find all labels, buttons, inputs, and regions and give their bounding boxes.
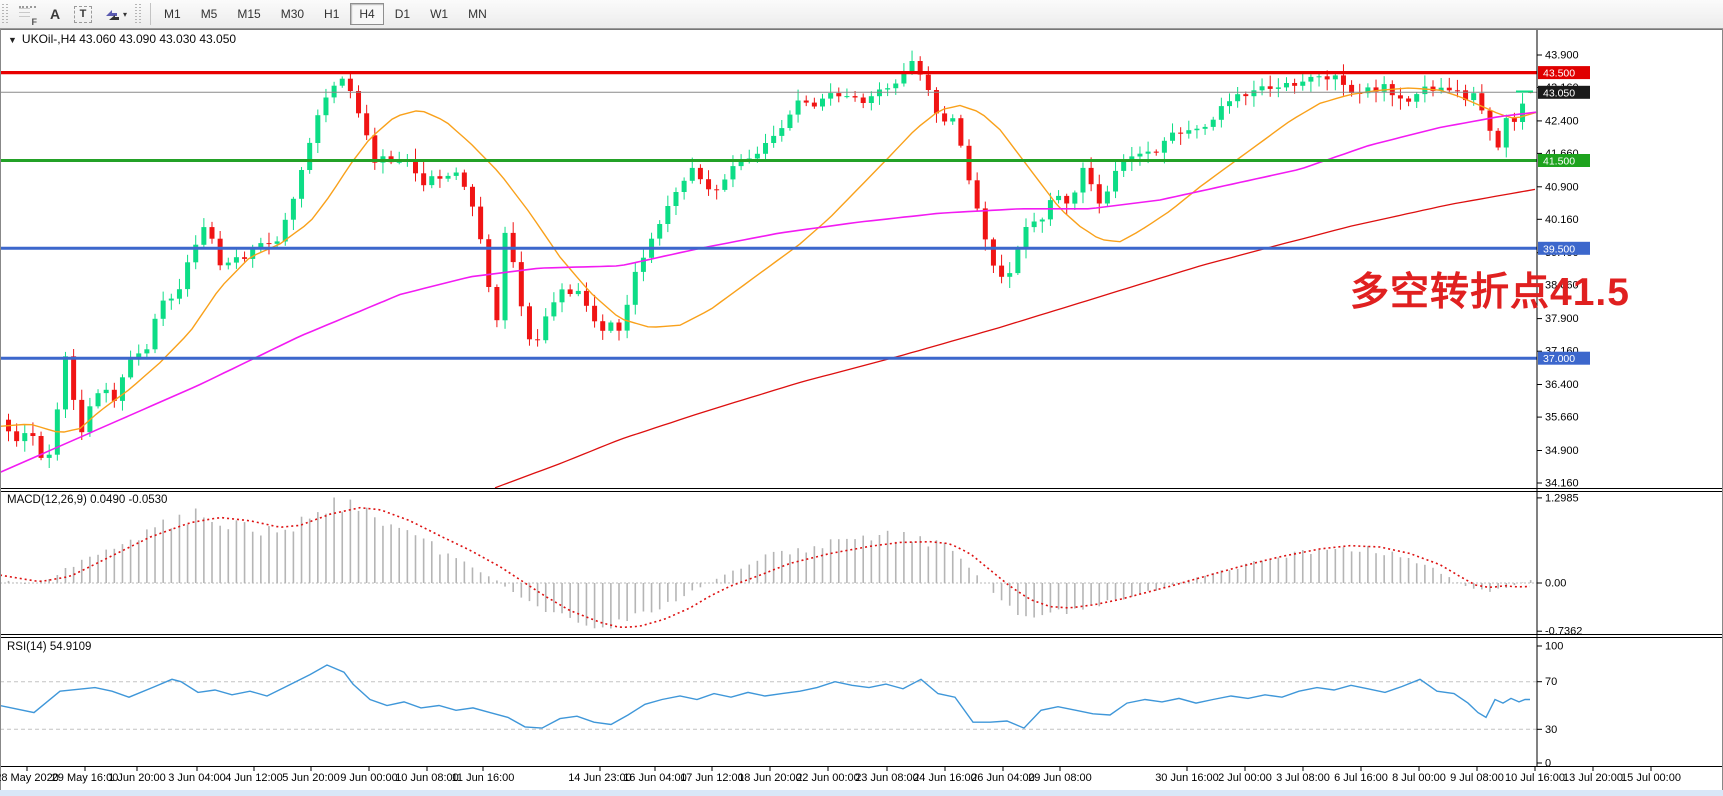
- svg-text:8 Jul 00:00: 8 Jul 00:00: [1392, 772, 1446, 784]
- timeframe-button-H1[interactable]: H1: [315, 3, 348, 25]
- svg-text:30: 30: [1545, 724, 1557, 736]
- text-label-button[interactable]: A: [42, 2, 68, 26]
- svg-text:1 Jun 20:00: 1 Jun 20:00: [108, 772, 166, 784]
- svg-text:26 Jun 04:00: 26 Jun 04:00: [971, 772, 1035, 784]
- text-box-button[interactable]: T: [68, 2, 98, 26]
- svg-text:35.660: 35.660: [1545, 412, 1579, 424]
- svg-text:17 Jun 12:00: 17 Jun 12:00: [680, 772, 744, 784]
- toolbar: F A T ▾ M1 M5 M15 M30 H1 H4 D1 W1 MN: [0, 0, 1723, 29]
- svg-text:37.000: 37.000: [1543, 353, 1575, 365]
- svg-text:9 Jun 00:00: 9 Jun 00:00: [340, 772, 398, 784]
- timeframe-button-M1[interactable]: M1: [155, 3, 190, 25]
- svg-text:0: 0: [1545, 758, 1551, 770]
- price-tag-41.500: 41.500: [1538, 154, 1590, 168]
- svg-text:29 Jun 08:00: 29 Jun 08:00: [1028, 772, 1092, 784]
- svg-text:1.2985: 1.2985: [1545, 492, 1579, 504]
- cursor-arrows-icon: [106, 10, 119, 20]
- macd-pane: [0, 497, 1537, 629]
- macd-signal-line: [0, 506, 1531, 629]
- chart-title: ▼ UKOil-,H4 43.060 43.090 43.030 43.050: [8, 32, 237, 46]
- svg-text:4 Jun 12:00: 4 Jun 12:00: [225, 772, 283, 784]
- timeframe-button-group: M1 M5 M15 M30 H1 H4 D1 W1 MN: [155, 3, 496, 25]
- svg-text:15 Jul 00:00: 15 Jul 00:00: [1621, 772, 1681, 784]
- svg-text:11 Jun 16:00: 11 Jun 16:00: [452, 772, 515, 784]
- svg-text:5 Jun 20:00: 5 Jun 20:00: [282, 772, 340, 784]
- svg-text:-0.7362: -0.7362: [1545, 626, 1582, 638]
- annotation-text: 多空转折点41.5: [1350, 271, 1630, 314]
- svg-text:9 Jul 08:00: 9 Jul 08:00: [1450, 772, 1504, 784]
- svg-text:39.500: 39.500: [1543, 243, 1575, 255]
- toolbar-grip-icon[interactable]: [135, 4, 143, 24]
- rsi-indicator-label: RSI(14) 54.9109: [7, 641, 92, 653]
- svg-text:16 Jun 04:00: 16 Jun 04:00: [623, 772, 687, 784]
- svg-text:100: 100: [1545, 641, 1563, 653]
- price-tag-37.000: 37.000: [1538, 351, 1590, 365]
- timeframe-button-M15[interactable]: M15: [228, 3, 269, 25]
- text-box-icon: T: [74, 5, 92, 23]
- timeframe-button-D1[interactable]: D1: [386, 3, 419, 25]
- svg-text:22 Jun 00:00: 22 Jun 00:00: [796, 772, 860, 784]
- toolbar-grip-icon[interactable]: [2, 4, 9, 24]
- collapse-triangle-icon[interactable]: ▼: [8, 35, 17, 45]
- svg-text:40.160: 40.160: [1545, 214, 1579, 226]
- svg-text:10 Jun 08:00: 10 Jun 08:00: [395, 772, 459, 784]
- arrows-tool-button[interactable]: ▾: [98, 2, 133, 26]
- toolbar-separator: [150, 3, 152, 25]
- svg-text:42.400: 42.400: [1545, 115, 1579, 127]
- macd-indicator-label: MACD(12,26,9) 0.0490 -0.0530: [7, 494, 168, 506]
- price-tag-43.500: 43.500: [1538, 66, 1590, 80]
- svg-text:28 May 2020: 28 May 2020: [0, 772, 59, 784]
- svg-text:38.660: 38.660: [1545, 280, 1579, 292]
- svg-text:40.900: 40.900: [1545, 181, 1579, 193]
- svg-text:18 Jun 20:00: 18 Jun 20:00: [738, 772, 802, 784]
- svg-text:13 Jul 20:00: 13 Jul 20:00: [1563, 772, 1623, 784]
- svg-text:36.400: 36.400: [1545, 379, 1579, 391]
- timeframe-button-H4[interactable]: H4: [350, 3, 384, 25]
- svg-text:23 Jun 08:00: 23 Jun 08:00: [855, 772, 919, 784]
- svg-text:24 Jun 16:00: 24 Jun 16:00: [913, 772, 977, 784]
- timeframe-button-MN[interactable]: MN: [459, 3, 496, 25]
- rsi-line: [0, 664, 1530, 729]
- price-tag-43.050: 43.050: [1538, 85, 1590, 99]
- indicator-list-button[interactable]: F: [13, 2, 42, 27]
- svg-text:0.00: 0.00: [1545, 578, 1566, 590]
- svg-text:43.050: 43.050: [1543, 87, 1575, 99]
- svg-text:43.900: 43.900: [1545, 50, 1579, 62]
- svg-text:41.500: 41.500: [1543, 156, 1575, 168]
- timeframe-button-M30[interactable]: M30: [272, 3, 313, 25]
- price-tag-39.500: 39.500: [1538, 241, 1590, 255]
- svg-text:37.900: 37.900: [1545, 313, 1579, 325]
- svg-text:10 Jul 16:00: 10 Jul 16:00: [1505, 772, 1565, 784]
- bottom-strip: [0, 790, 1723, 796]
- svg-text:34.160: 34.160: [1545, 478, 1579, 490]
- svg-text:29 May 16:00: 29 May 16:00: [52, 772, 119, 784]
- svg-text:34.900: 34.900: [1545, 445, 1579, 457]
- svg-text:43.500: 43.500: [1543, 68, 1575, 80]
- timeframe-button-W1[interactable]: W1: [421, 3, 457, 25]
- ma-slow-red: [494, 188, 1536, 488]
- svg-text:2 Jul 00:00: 2 Jul 00:00: [1218, 772, 1272, 784]
- svg-text:3 Jul 08:00: 3 Jul 08:00: [1276, 772, 1330, 784]
- ma-fast-orange: [0, 87, 1537, 433]
- svg-text:70: 70: [1545, 676, 1557, 688]
- svg-text:6 Jul 16:00: 6 Jul 16:00: [1334, 772, 1388, 784]
- svg-text:3 Jun 04:00: 3 Jun 04:00: [168, 772, 226, 784]
- text-label-icon: A: [49, 6, 61, 22]
- svg-text:30 Jun 16:00: 30 Jun 16:00: [1155, 772, 1219, 784]
- svg-text:14 Jun 23:00: 14 Jun 23:00: [568, 772, 632, 784]
- dropdown-caret-icon: ▾: [123, 9, 128, 19]
- indicator-grid-icon: F: [19, 5, 37, 27]
- timeframe-button-M5[interactable]: M5: [192, 3, 227, 25]
- chart-canvas[interactable]: 43.90043.16042.40041.66040.90040.16039.4…: [0, 29, 1723, 796]
